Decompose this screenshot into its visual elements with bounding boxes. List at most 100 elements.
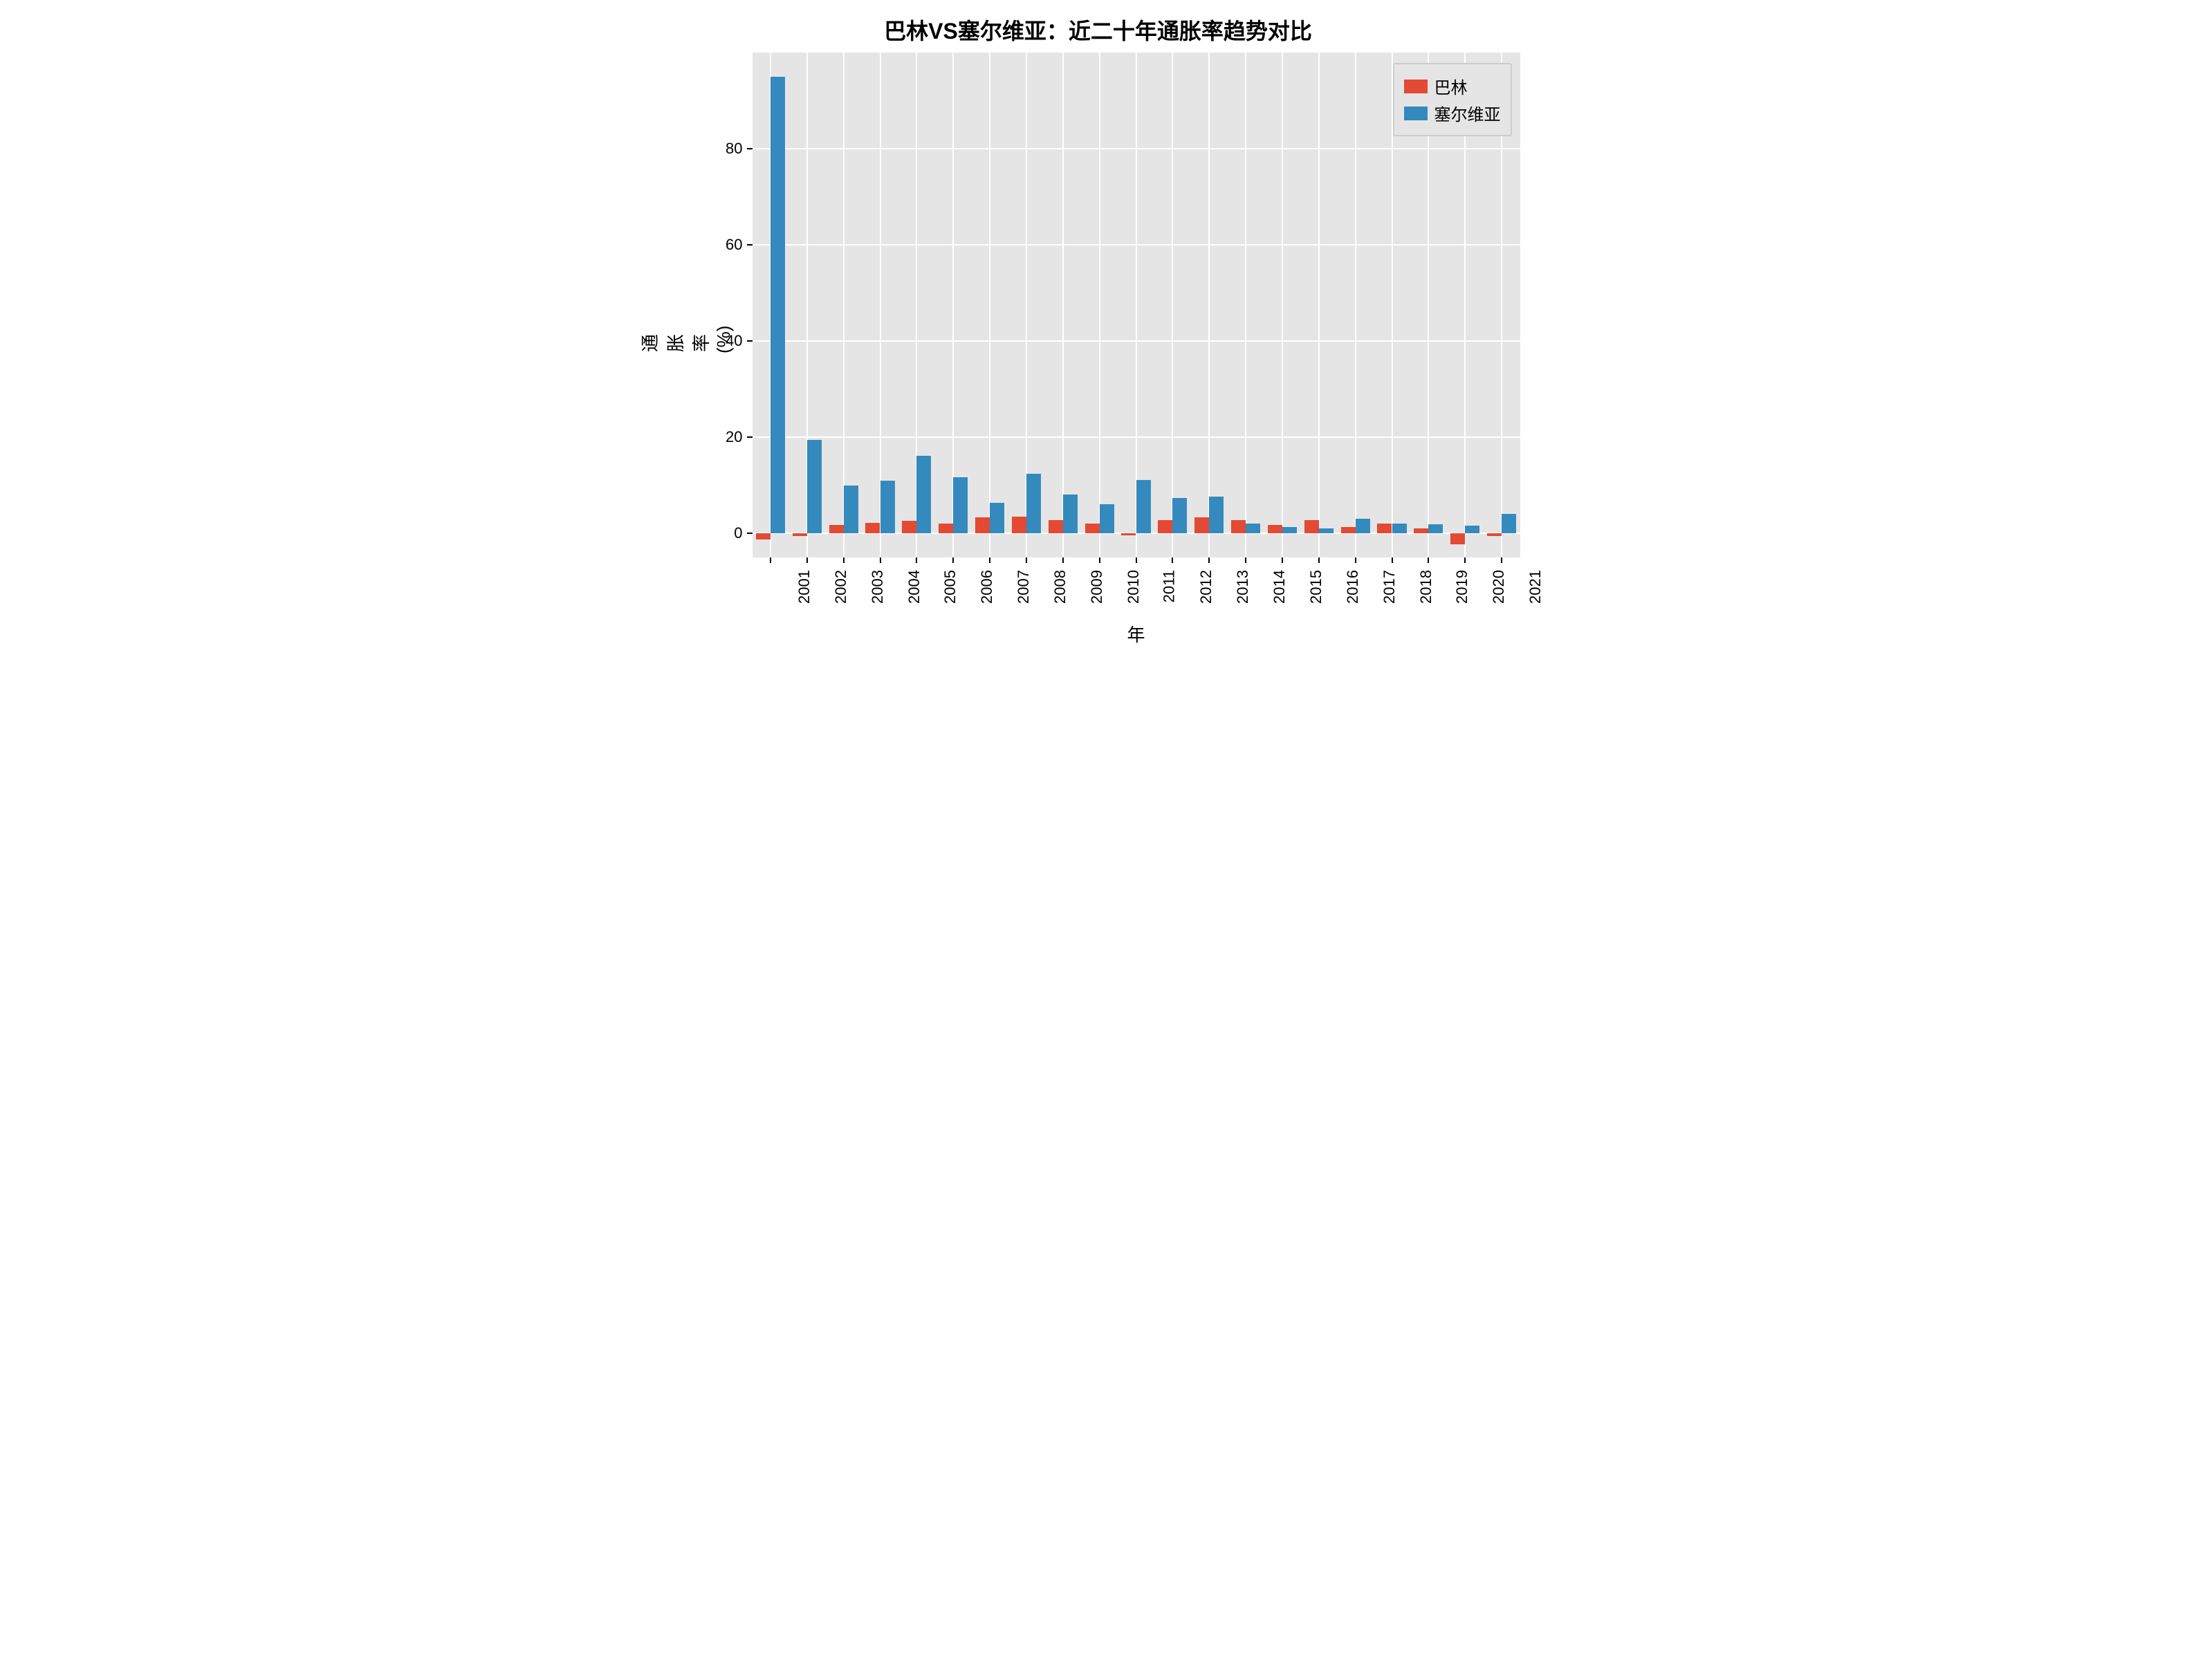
xtick-mark — [1062, 557, 1064, 563]
bar-塞尔维亚-2019 — [1428, 524, 1443, 533]
legend: 巴林塞尔维亚 — [1393, 63, 1512, 136]
xtick-label: 2012 — [1197, 570, 1215, 604]
bar-巴林-2020 — [1450, 533, 1465, 544]
bar-巴林-2014 — [1231, 520, 1246, 533]
ytick-label: 40 — [726, 332, 742, 350]
bar-塞尔维亚-2002 — [807, 440, 822, 534]
bar-巴林-2010 — [1085, 524, 1100, 533]
ytick-label: 80 — [726, 140, 742, 158]
xtick-label: 2015 — [1307, 570, 1325, 604]
bar-塞尔维亚-2013 — [1209, 497, 1224, 534]
bar-巴林-2013 — [1194, 517, 1209, 533]
grid-line-vertical — [1318, 53, 1320, 557]
grid-line-horizontal — [753, 436, 1520, 438]
bar-塞尔维亚-2006 — [953, 477, 968, 533]
bar-塞尔维亚-2009 — [1063, 495, 1078, 533]
ytick-mark — [747, 533, 753, 534]
xtick-mark — [1172, 557, 1173, 563]
xtick-mark — [843, 557, 845, 563]
legend-label: 塞尔维亚 — [1434, 101, 1501, 125]
xtick-mark — [770, 557, 771, 563]
grid-line-vertical — [1282, 53, 1283, 557]
ytick-mark — [747, 436, 753, 438]
ytick-mark — [747, 148, 753, 149]
bar-塞尔维亚-2005 — [916, 456, 931, 533]
xtick-mark — [1392, 557, 1393, 563]
xtick-mark — [1318, 557, 1320, 563]
xtick-mark — [989, 557, 990, 563]
xtick-label: 2006 — [978, 570, 996, 604]
bar-巴林-2004 — [865, 523, 880, 533]
chart-container: 巴林VS塞尔维亚：近二十年通胀率趋势对比 通胀率 (%) 年 巴林塞尔维亚 02… — [670, 14, 1527, 682]
xtick-label: 2019 — [1453, 570, 1471, 604]
bar-巴林-2008 — [1012, 517, 1026, 533]
grid-line-vertical — [843, 53, 845, 557]
bar-塞尔维亚-2010 — [1100, 504, 1114, 533]
bar-巴林-2019 — [1414, 528, 1428, 533]
bar-巴林-2006 — [939, 524, 953, 533]
xtick-label: 2007 — [1015, 570, 1033, 604]
grid-line-vertical — [1062, 53, 1064, 557]
bar-巴林-2001 — [756, 533, 771, 539]
xtick-label: 2011 — [1160, 570, 1178, 602]
bar-巴林-2007 — [975, 517, 990, 533]
y-axis-label: 通胀率 (%) — [636, 333, 735, 353]
grid-line-horizontal — [753, 244, 1520, 246]
xtick-label: 2008 — [1051, 570, 1069, 604]
bar-塞尔维亚-2004 — [880, 481, 895, 533]
chart-body: 通胀率 (%) 年 巴林塞尔维亚 02040608020012002200320… — [670, 46, 1527, 682]
xtick-label: 2014 — [1271, 570, 1289, 604]
bar-塞尔维亚-2015 — [1282, 527, 1297, 534]
xtick-label: 2009 — [1088, 570, 1106, 604]
xtick-mark — [880, 557, 881, 563]
xtick-mark — [1464, 557, 1466, 563]
xtick-mark — [806, 557, 808, 563]
bar-塞尔维亚-2008 — [1026, 474, 1041, 533]
grid-line-vertical — [1355, 53, 1356, 557]
bar-巴林-2015 — [1268, 525, 1282, 534]
ytick-label: 0 — [734, 524, 742, 542]
xtick-label: 2001 — [795, 570, 813, 604]
xtick-label: 2020 — [1490, 570, 1508, 604]
xtick-mark — [1501, 557, 1502, 563]
ytick-label: 60 — [726, 236, 742, 254]
ytick-mark — [747, 340, 753, 342]
xtick-mark — [1026, 557, 1027, 563]
grid-line-horizontal — [753, 340, 1520, 342]
legend-swatch — [1404, 80, 1428, 93]
bar-塞尔维亚-2020 — [1465, 526, 1479, 533]
grid-line-vertical — [1245, 53, 1246, 557]
bar-巴林-2016 — [1304, 520, 1319, 533]
bar-巴林-2011 — [1121, 533, 1136, 535]
grid-line-vertical — [1208, 53, 1210, 557]
xtick-label: 2018 — [1417, 570, 1434, 604]
bar-巴林-2018 — [1377, 524, 1392, 534]
xtick-mark — [1208, 557, 1210, 563]
bar-巴林-2002 — [793, 533, 807, 535]
xtick-mark — [1136, 557, 1137, 563]
xtick-label: 2005 — [941, 570, 959, 604]
bar-塞尔维亚-2017 — [1356, 519, 1370, 534]
x-axis-label: 年 — [753, 621, 1520, 647]
grid-line-vertical — [1099, 53, 1100, 557]
bar-塞尔维亚-2001 — [771, 77, 785, 533]
xtick-label: 2004 — [905, 570, 923, 604]
grid-line-horizontal — [753, 148, 1520, 149]
xtick-label: 2021 — [1526, 570, 1544, 604]
xtick-mark — [952, 557, 954, 563]
bar-巴林-2017 — [1341, 527, 1356, 534]
grid-line-vertical — [1172, 53, 1173, 557]
xtick-mark — [916, 557, 917, 563]
bar-巴林-2005 — [902, 521, 916, 533]
bar-塞尔维亚-2016 — [1319, 528, 1334, 534]
xtick-mark — [1099, 557, 1100, 563]
xtick-mark — [1428, 557, 1429, 563]
xtick-label: 2016 — [1344, 570, 1362, 604]
bar-塞尔维亚-2012 — [1172, 498, 1187, 533]
legend-item: 塞尔维亚 — [1404, 101, 1501, 125]
xtick-mark — [1245, 557, 1246, 563]
xtick-label: 2010 — [1125, 570, 1143, 604]
xtick-label: 2002 — [832, 570, 850, 604]
bar-巴林-2012 — [1158, 520, 1172, 533]
legend-item: 巴林 — [1404, 74, 1501, 98]
